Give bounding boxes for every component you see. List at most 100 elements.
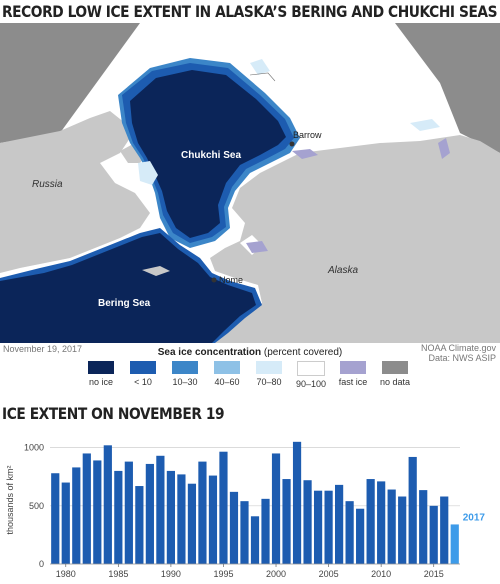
legend-swatch bbox=[340, 361, 366, 374]
barrow-label: Barrow bbox=[293, 130, 322, 140]
legend-label: fast ice bbox=[338, 377, 368, 387]
legend-item: < 10 bbox=[122, 361, 164, 389]
legend-label: 90–100 bbox=[295, 379, 327, 389]
bar bbox=[387, 489, 396, 564]
no-data-nw bbox=[0, 23, 140, 143]
bar bbox=[282, 479, 291, 564]
legend-swatch bbox=[130, 361, 156, 374]
legend-title-rest: (percent covered) bbox=[261, 347, 343, 358]
legend-swatch bbox=[214, 361, 240, 374]
bar bbox=[324, 490, 333, 564]
x-tick-label: 1985 bbox=[108, 569, 128, 579]
st-lawrence-island bbox=[142, 266, 170, 276]
bar bbox=[377, 481, 386, 564]
nome-label: Nome bbox=[219, 275, 243, 285]
bar bbox=[103, 445, 112, 564]
map-credit: NOAA Climate.gov Data: NWS ASIP bbox=[421, 343, 496, 363]
fast-ice-east bbox=[438, 138, 450, 159]
bar bbox=[398, 496, 407, 564]
legend-item: no data bbox=[374, 361, 416, 389]
credit-line-2: Data: NWS ASIP bbox=[428, 353, 496, 363]
bar bbox=[177, 474, 186, 564]
bar bbox=[124, 461, 133, 564]
legend-label: 70–80 bbox=[256, 377, 282, 387]
bar bbox=[145, 463, 154, 564]
bar bbox=[156, 455, 165, 564]
barrow-dot bbox=[289, 141, 295, 147]
bar bbox=[419, 490, 428, 564]
bar bbox=[292, 441, 302, 564]
legend-swatch bbox=[256, 361, 282, 374]
x-tick-label: 2010 bbox=[371, 569, 391, 579]
x-tick-label: 1990 bbox=[161, 569, 181, 579]
bar bbox=[240, 501, 249, 564]
x-tick-label: 2005 bbox=[319, 569, 339, 579]
legend-swatch bbox=[88, 361, 114, 374]
bar bbox=[271, 453, 281, 564]
bar bbox=[208, 475, 218, 564]
bering-open-water bbox=[0, 233, 256, 343]
y-tick-label: 500 bbox=[29, 501, 44, 511]
russia-label: Russia bbox=[32, 179, 63, 190]
alaska-label: Alaska bbox=[327, 265, 358, 276]
legend-item: fast ice bbox=[332, 361, 374, 389]
fast-ice-kotzebue bbox=[246, 241, 268, 253]
bar bbox=[366, 479, 375, 564]
legend-label: 40–60 bbox=[214, 377, 240, 387]
fast-ice-barrow bbox=[292, 149, 318, 159]
alaska-land bbox=[210, 135, 500, 343]
map-title: RECORD LOW ICE EXTENT IN ALASKA’S BERING… bbox=[2, 2, 498, 21]
highlight-year-label: 2017 bbox=[463, 512, 486, 523]
legend-item: no ice bbox=[80, 361, 122, 389]
legend-item: 40–60 bbox=[206, 361, 248, 389]
bar bbox=[408, 456, 417, 564]
legend-item: 70–80 bbox=[248, 361, 290, 389]
x-tick-label: 2000 bbox=[266, 569, 286, 579]
bar bbox=[313, 490, 323, 564]
legend-item: 90–100 bbox=[290, 361, 332, 389]
x-tick-label: 1980 bbox=[56, 569, 76, 579]
bar bbox=[429, 505, 438, 564]
legend: no ice < 10 10–30 40–60 70–80 90–100 fast ice n… bbox=[80, 361, 416, 389]
nome-dot bbox=[211, 277, 217, 283]
no-data-ne bbox=[395, 23, 500, 153]
bar bbox=[250, 516, 260, 564]
sea-ice-map: Chukchi Sea Bering Sea Russia Alaska Bar… bbox=[0, 23, 500, 343]
bar-highlight bbox=[450, 524, 459, 564]
y-axis-label: thousands of km² bbox=[5, 465, 15, 534]
legend-label: < 10 bbox=[134, 377, 152, 387]
legend-label: no data bbox=[379, 377, 411, 387]
bar bbox=[219, 451, 228, 564]
credit-line-1: NOAA Climate.gov bbox=[420, 343, 496, 353]
bar bbox=[187, 483, 197, 564]
bar bbox=[345, 501, 354, 564]
bar bbox=[114, 470, 123, 564]
bar bbox=[198, 461, 207, 564]
ice-extent-chart: 0 500 1000 thousands of km² 2017 1980 1985 1990… bbox=[5, 441, 486, 579]
legend-item: 10–30 bbox=[164, 361, 206, 389]
chukchi-open-water bbox=[130, 70, 286, 238]
bar bbox=[229, 491, 239, 564]
legend-title: Sea ice concentration (percent covered) bbox=[0, 347, 500, 358]
bar bbox=[135, 486, 144, 564]
bar bbox=[356, 508, 365, 564]
chart-title: ICE EXTENT ON NOVEMBER 19 bbox=[2, 404, 225, 423]
y-tick-label: 0 bbox=[39, 559, 44, 569]
legend-swatch bbox=[172, 361, 198, 374]
map-date: November 19, 2017 bbox=[3, 344, 83, 354]
bar bbox=[51, 473, 60, 564]
bering-label: Bering Sea bbox=[98, 298, 151, 309]
chukchi-label: Chukchi Sea bbox=[181, 150, 241, 161]
ice-70-80-patch bbox=[138, 161, 158, 185]
russia-land bbox=[0, 111, 150, 273]
bar bbox=[440, 496, 449, 564]
bar bbox=[166, 470, 175, 564]
y-tick-label: 1000 bbox=[24, 443, 44, 453]
x-tick-label: 2015 bbox=[424, 569, 444, 579]
legend-label: no ice bbox=[88, 377, 114, 387]
legend-swatch bbox=[297, 361, 325, 376]
bar bbox=[72, 467, 81, 564]
bar bbox=[82, 453, 91, 564]
bar bbox=[303, 480, 312, 564]
bar bbox=[61, 482, 70, 564]
